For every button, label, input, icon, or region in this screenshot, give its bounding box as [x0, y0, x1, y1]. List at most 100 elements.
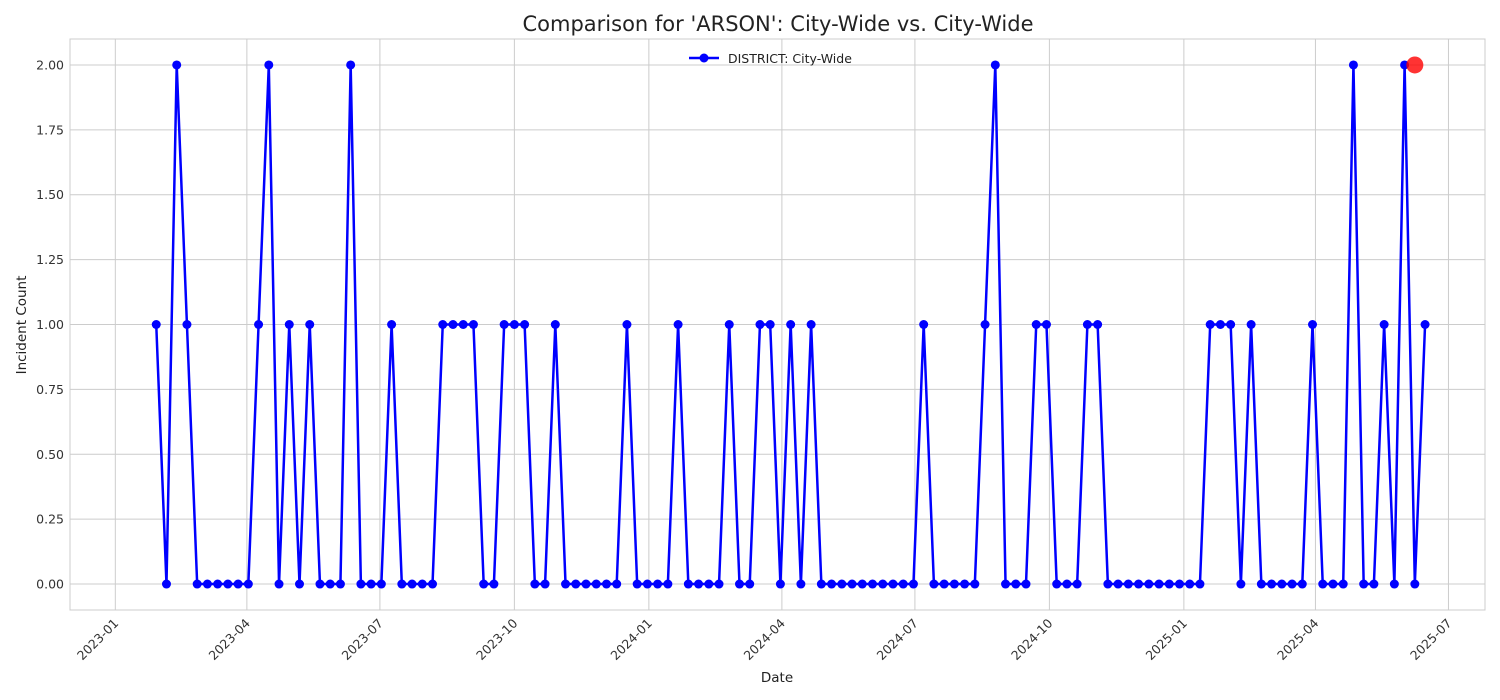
data-point — [1174, 579, 1184, 589]
data-point — [458, 320, 468, 329]
data-point — [479, 579, 489, 589]
x-tick-label: 2025-01 — [1142, 616, 1190, 664]
data-point — [868, 579, 878, 589]
data-point — [213, 579, 223, 589]
data-point — [949, 579, 959, 589]
data-point — [172, 60, 182, 70]
plot-border — [69, 38, 1486, 611]
legend-point-marker — [699, 53, 709, 63]
data-point — [694, 579, 704, 589]
data-point — [1164, 579, 1174, 589]
data-point — [1236, 579, 1246, 589]
data-point — [632, 579, 642, 589]
x-tick-label: 2025-07 — [1407, 616, 1455, 664]
data-point — [898, 579, 908, 589]
data-point — [335, 579, 345, 589]
data-point — [1123, 579, 1133, 589]
data-point — [622, 320, 632, 329]
data-point — [346, 60, 356, 70]
series-layer — [151, 56, 1430, 589]
x-tick-label: 2024-01 — [607, 616, 655, 664]
data-point — [837, 579, 847, 589]
data-point — [1144, 579, 1154, 589]
data-point — [765, 320, 775, 329]
data-point — [1021, 579, 1031, 589]
data-point — [1379, 320, 1389, 329]
data-point — [1072, 579, 1082, 589]
x-tick-label: 2023-07 — [338, 616, 386, 664]
x-tick-label: 2024-07 — [873, 616, 921, 664]
data-point — [786, 320, 796, 329]
data-point — [888, 579, 898, 589]
x-tick-label: 2025-04 — [1274, 615, 1322, 663]
data-point — [448, 320, 458, 329]
data-point — [642, 579, 652, 589]
data-point — [724, 320, 734, 329]
data-point — [1297, 579, 1307, 589]
data-point — [540, 579, 550, 589]
data-point — [376, 579, 386, 589]
y-tick-label: 2.00 — [36, 57, 64, 72]
data-point — [1338, 579, 1348, 589]
data-point — [387, 320, 397, 329]
data-point — [397, 579, 407, 589]
data-point — [1277, 579, 1287, 589]
data-point — [509, 320, 519, 329]
data-point — [1389, 579, 1399, 589]
data-point — [673, 320, 683, 329]
data-point — [1134, 579, 1144, 589]
legend-entry-label: DISTRICT: City-Wide — [728, 51, 852, 66]
data-point — [775, 579, 785, 589]
data-point — [356, 579, 366, 589]
data-point — [612, 579, 622, 589]
data-point — [284, 320, 294, 329]
data-point — [233, 579, 243, 589]
data-point — [847, 579, 857, 589]
data-point — [601, 579, 611, 589]
data-point — [264, 60, 274, 70]
data-point — [704, 579, 714, 589]
data-point — [980, 320, 990, 329]
data-point — [714, 579, 724, 589]
data-point — [827, 579, 837, 589]
data-point — [1062, 579, 1072, 589]
data-point — [796, 579, 806, 589]
y-tick-label: 1.75 — [36, 122, 64, 137]
data-point — [561, 579, 571, 589]
data-point — [1154, 579, 1164, 589]
data-point — [417, 579, 427, 589]
data-point — [530, 579, 540, 589]
data-point — [878, 579, 888, 589]
data-point — [489, 579, 499, 589]
data-point — [1287, 579, 1297, 589]
y-tick-label: 1.50 — [36, 187, 64, 202]
data-point — [499, 320, 509, 329]
data-point — [161, 579, 171, 589]
data-point — [295, 579, 304, 589]
y-axis-label: Incident Count — [14, 276, 30, 375]
data-point — [192, 579, 202, 589]
data-point — [1082, 320, 1092, 329]
data-point — [581, 579, 591, 589]
data-point — [1052, 579, 1062, 589]
data-point — [1308, 320, 1318, 329]
y-tick-label: 0.00 — [36, 577, 64, 592]
data-point — [919, 320, 929, 329]
data-point — [1093, 320, 1103, 329]
x-tick-label: 2023-04 — [205, 615, 253, 663]
data-point — [908, 579, 918, 589]
y-tick-label: 1.00 — [36, 317, 64, 332]
data-point — [305, 320, 315, 329]
data-point — [1410, 579, 1420, 589]
data-point — [428, 579, 438, 589]
data-point — [202, 579, 212, 589]
data-point — [254, 320, 264, 329]
x-tick-labels: 2023-01 2023-04 2023-07 2023-10 2024-01 2024-… — [74, 615, 1455, 663]
data-point — [520, 320, 530, 329]
x-tick-label: 2024-04 — [740, 615, 788, 663]
y-tick-label: 1.25 — [36, 252, 64, 267]
data-point — [970, 579, 980, 589]
data-point — [734, 579, 744, 589]
data-point — [806, 320, 816, 329]
data-point — [182, 320, 192, 329]
